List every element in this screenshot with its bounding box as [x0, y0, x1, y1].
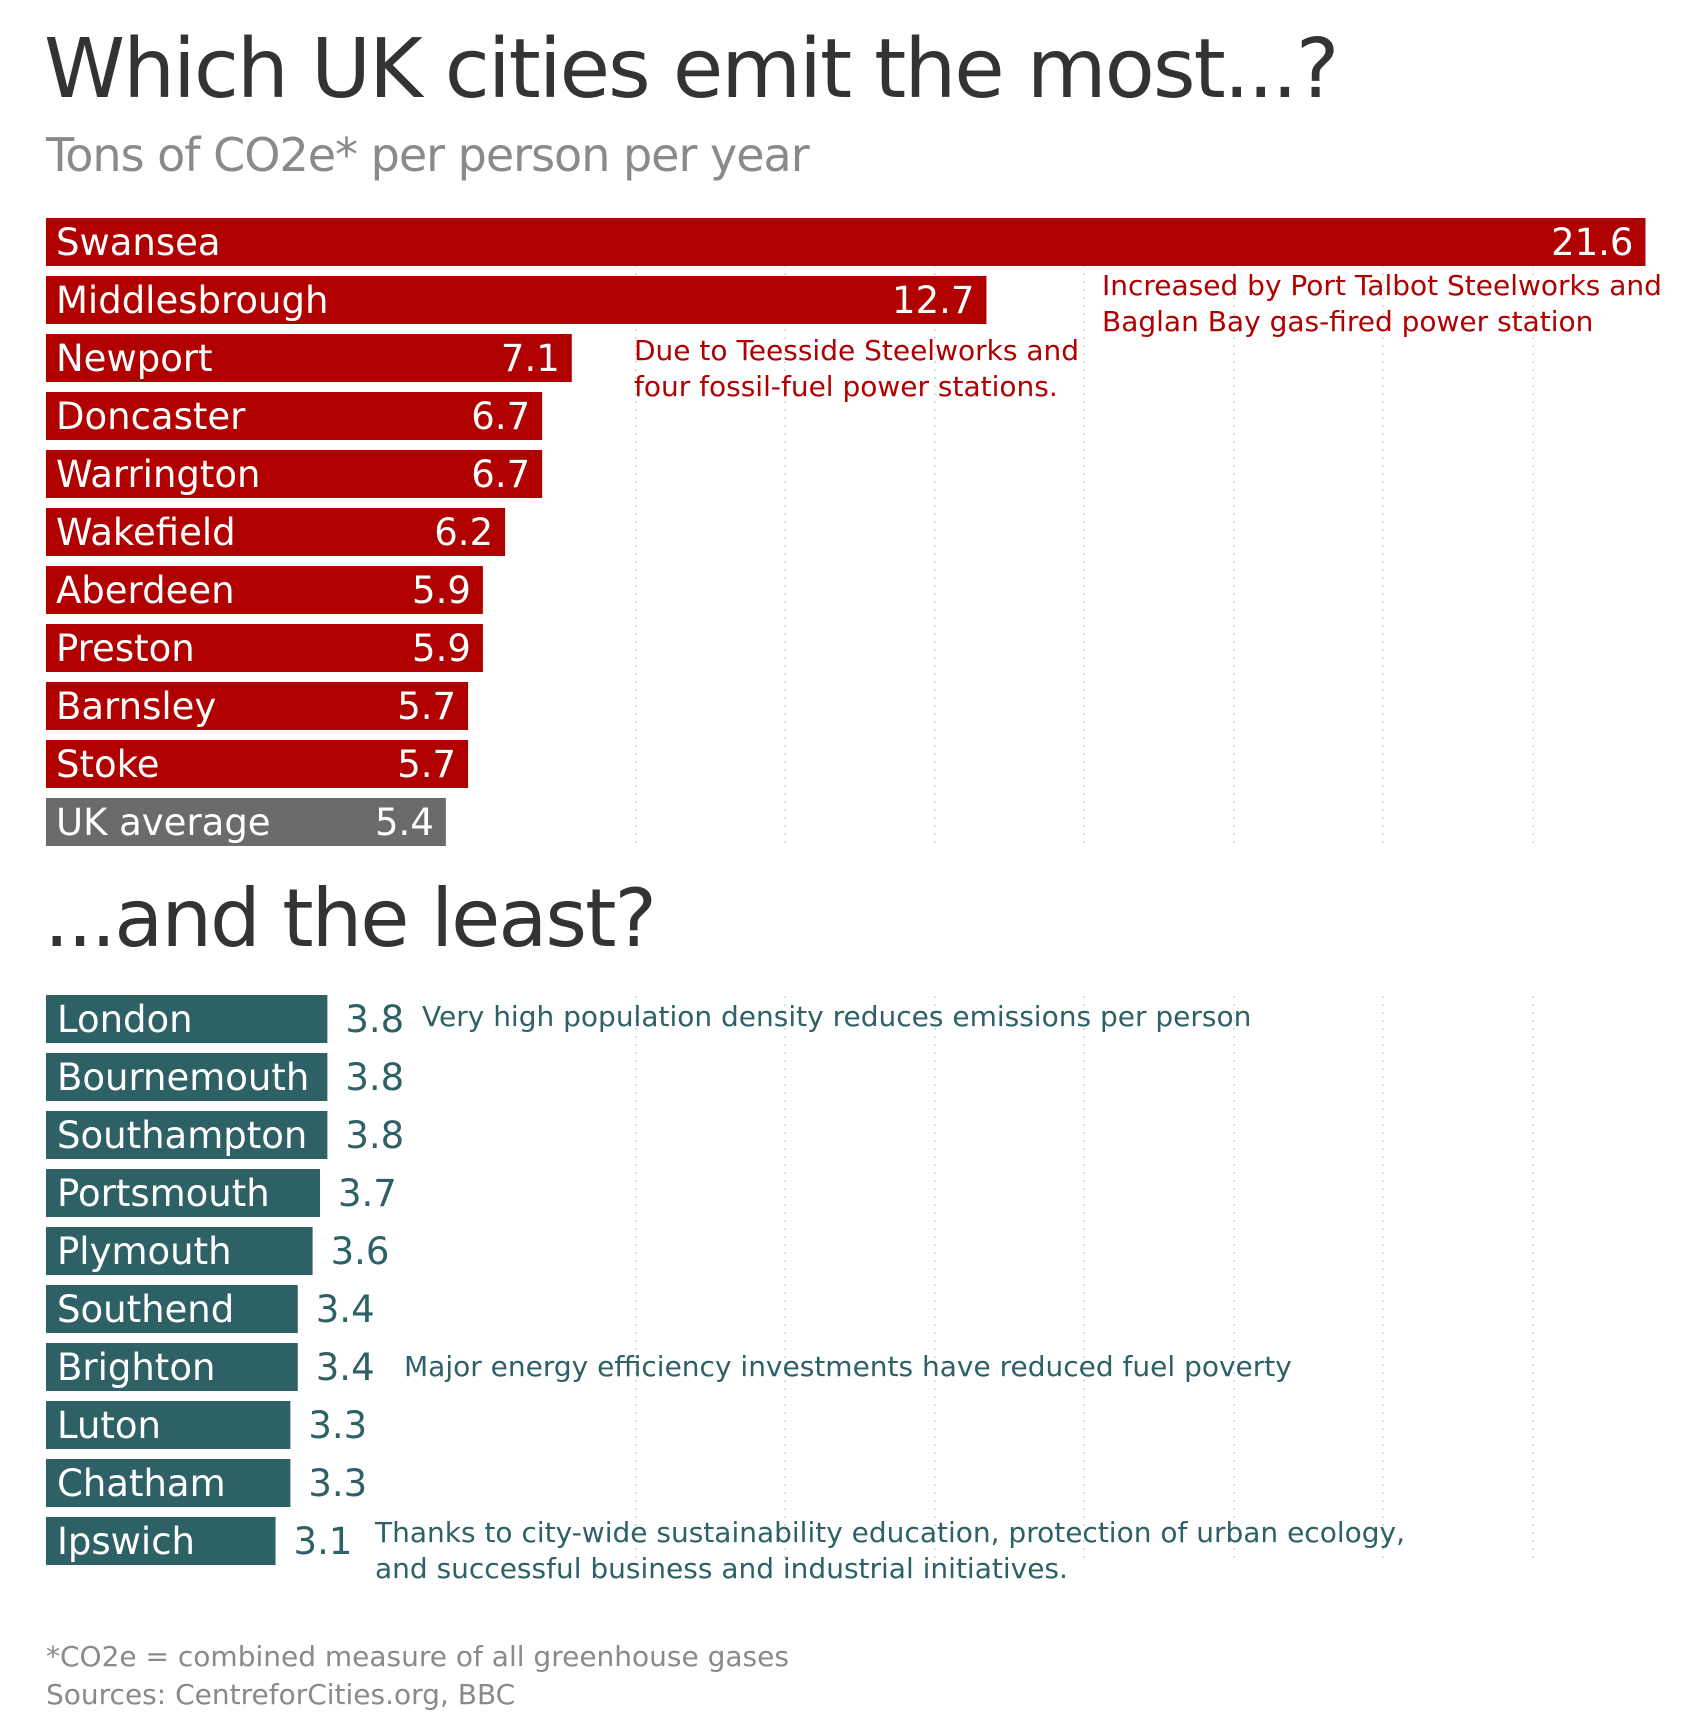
bar-plymouth — [46, 1227, 313, 1275]
value-label-southampton: 3.8 — [345, 1114, 404, 1157]
bar-ipswich — [46, 1517, 276, 1565]
value-label-doncaster: 6.7 — [471, 395, 530, 438]
category-label-chatham: Chatham — [57, 1462, 226, 1505]
category-label-newport: Newport — [56, 337, 213, 380]
value-label-luton: 3.3 — [308, 1404, 367, 1447]
annotation-swansea-line-2: Baglan Bay gas-fired power station — [1102, 305, 1594, 338]
value-label-stoke: 5.7 — [397, 743, 456, 786]
category-label-middlesbrough: Middlesbrough — [56, 279, 328, 322]
bar-stoke — [46, 740, 469, 788]
sources: Sources: CentreforCities.org, BBC — [46, 1678, 516, 1711]
category-label-preston: Preston — [56, 627, 195, 670]
category-label-uk-average: UK average — [56, 801, 271, 844]
bar-newport — [46, 334, 572, 382]
value-label-aberdeen: 5.9 — [412, 569, 471, 612]
bar-preston — [46, 624, 483, 672]
value-label-brighton: 3.4 — [316, 1346, 375, 1389]
annotation-london-line-1: Very high population density reduces emi… — [422, 1000, 1252, 1033]
annotation-swansea: Increased by Port Talbot Steelworks and … — [1102, 268, 1662, 340]
value-label-swansea: 21.6 — [1551, 221, 1633, 264]
value-label-portsmouth: 3.7 — [338, 1172, 397, 1215]
value-label-barnsley: 5.7 — [397, 685, 456, 728]
annotation-london: Very high population density reduces emi… — [422, 999, 1251, 1035]
bar-barnsley — [46, 682, 469, 730]
bar-wakefield — [46, 508, 506, 556]
category-label-bournemouth: Bournemouth — [57, 1056, 309, 1099]
bar-uk-average — [46, 798, 446, 846]
category-label-wakefield: Wakefield — [56, 511, 236, 554]
value-label-southend: 3.4 — [316, 1288, 375, 1331]
category-label-luton: Luton — [57, 1404, 161, 1447]
grid-lines — [635, 265, 1534, 1562]
category-label-ipswich: Ipswich — [57, 1520, 195, 1563]
bar-warrington — [46, 450, 543, 498]
bar-southampton — [46, 1111, 328, 1159]
category-label-portsmouth: Portsmouth — [57, 1172, 270, 1215]
bar-doncaster — [46, 392, 543, 440]
annotation-brighton-line-1: Major energy efficiency investments have… — [404, 1350, 1292, 1383]
bar-swansea — [46, 218, 1646, 266]
annotation-middlesbrough-line-1: Due to Teesside Steelworks and — [634, 334, 1080, 367]
category-label-stoke: Stoke — [56, 743, 160, 786]
bar-southend — [46, 1285, 298, 1333]
bar-brighton — [46, 1343, 298, 1391]
bar-chatham — [46, 1459, 291, 1507]
category-label-southend: Southend — [57, 1288, 234, 1331]
category-label-southampton: Southampton — [57, 1114, 307, 1157]
category-label-brighton: Brighton — [57, 1346, 215, 1389]
bar-middlesbrough — [46, 276, 987, 324]
annotation-middlesbrough: Due to Teesside Steelworks and four foss… — [634, 333, 1079, 405]
page-subtitle: Tons of CO2e* per person per year — [46, 128, 810, 182]
value-label-uk-average: 5.4 — [375, 801, 434, 844]
value-label-plymouth: 3.6 — [331, 1230, 390, 1273]
value-label-preston: 5.9 — [412, 627, 471, 670]
value-label-london: 3.8 — [345, 998, 404, 1041]
bar-london — [46, 995, 328, 1043]
category-label-london: London — [57, 998, 193, 1041]
value-label-newport: 7.1 — [501, 337, 560, 380]
value-label-warrington: 6.7 — [471, 453, 530, 496]
footnote: *CO2e = combined measure of all greenhou… — [46, 1640, 789, 1673]
value-label-wakefield: 6.2 — [434, 511, 493, 554]
section-title-least: ...and the least? — [44, 872, 657, 965]
category-label-barnsley: Barnsley — [56, 685, 216, 728]
value-label-middlesbrough: 12.7 — [892, 279, 974, 322]
annotation-ipswich: Thanks to city-wide sustainability educa… — [375, 1515, 1405, 1587]
bar-luton — [46, 1401, 291, 1449]
annotation-brighton: Major energy efficiency investments have… — [404, 1349, 1292, 1385]
value-label-bournemouth: 3.8 — [345, 1056, 404, 1099]
value-label-ipswich: 3.1 — [294, 1520, 353, 1563]
bar-portsmouth — [46, 1169, 320, 1217]
annotation-middlesbrough-line-2: four fossil-fuel power stations. — [634, 370, 1058, 403]
annotation-ipswich-line-2: and successful business and industrial i… — [375, 1552, 1068, 1585]
category-label-aberdeen: Aberdeen — [56, 569, 235, 612]
bar-aberdeen — [46, 566, 483, 614]
category-label-warrington: Warrington — [56, 453, 260, 496]
category-label-doncaster: Doncaster — [56, 395, 246, 438]
annotation-ipswich-line-1: Thanks to city-wide sustainability educa… — [375, 1516, 1405, 1549]
page-title: Which UK cities emit the most...? — [44, 22, 1339, 117]
category-label-swansea: Swansea — [56, 221, 221, 264]
value-label-chatham: 3.3 — [308, 1462, 367, 1505]
bar-bournemouth — [46, 1053, 328, 1101]
annotation-swansea-line-1: Increased by Port Talbot Steelworks and — [1102, 269, 1662, 302]
category-label-plymouth: Plymouth — [57, 1230, 232, 1273]
